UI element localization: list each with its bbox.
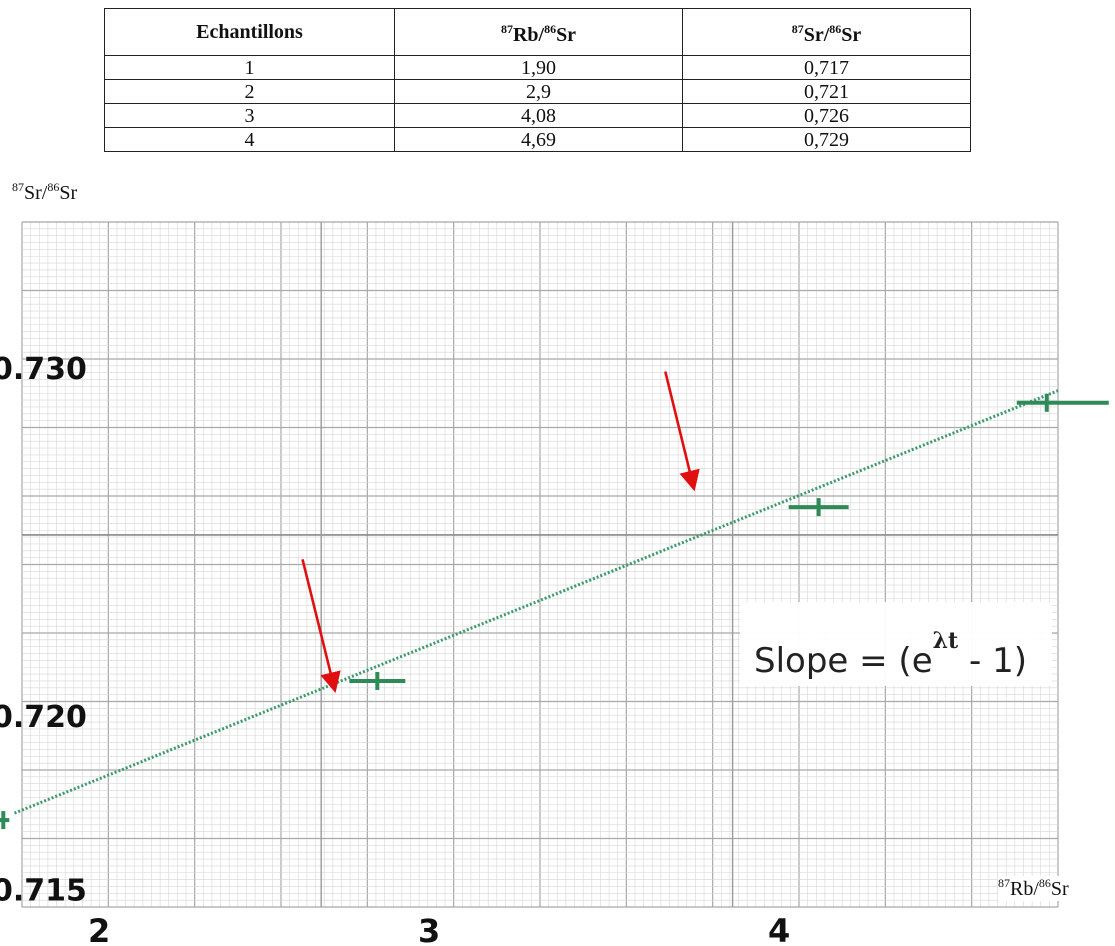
table-cell: 3 [104,103,395,128]
x-tick-label: 2 [88,912,110,946]
data-table: Echantillons 87Rb/86Sr 87Sr/86Sr 1 1,90 … [104,8,971,152]
y-tick-label: 0.730 [0,352,87,387]
slope-annotation: Slope = (eλt - 1) [754,628,1027,681]
x-tick-label: 3 [418,912,440,946]
table-row: 4 4,69 0,729 [104,127,971,152]
header-rb-sr: 87Rb/86Sr [394,8,683,56]
table-cell: 4,69 [394,127,683,152]
x-axis-title: 87Rb/86Sr [998,876,1073,901]
table-cell: 0,729 [682,127,971,152]
header-sr-sr: 87Sr/86Sr [682,8,971,56]
arrows [301,371,700,693]
x-tick-label: 4 [768,912,790,946]
table-cell: 2,9 [394,79,683,104]
red-arrow [301,558,341,693]
table-row: 3 4,08 0,726 [104,103,971,128]
table-row: 2 2,9 0,721 [104,79,971,104]
header-echantillons: Echantillons [104,8,395,56]
y-tick-label: 0.715 [0,874,87,909]
table-cell: 4,08 [394,103,683,128]
y-tick-labels: 0.730 0.720 0.715 [0,352,87,909]
y-tick-label: 0.720 [0,700,87,735]
data-point [0,811,10,830]
data-point [788,498,849,517]
data-point [1016,393,1109,412]
red-arrow [664,371,700,492]
table-cell: 4 [104,127,395,152]
y-axis-title: 87Sr/86Sr [12,180,78,205]
data-points [0,393,1109,830]
slope-annotation-box [740,602,1052,686]
table-cell: 0,726 [682,103,971,128]
data-point [349,671,406,690]
chart-grid [21,221,1059,908]
x-tick-labels: 2 3 4 [88,912,790,946]
table-header-row: Echantillons 87Rb/86Sr 87Sr/86Sr [104,8,971,56]
